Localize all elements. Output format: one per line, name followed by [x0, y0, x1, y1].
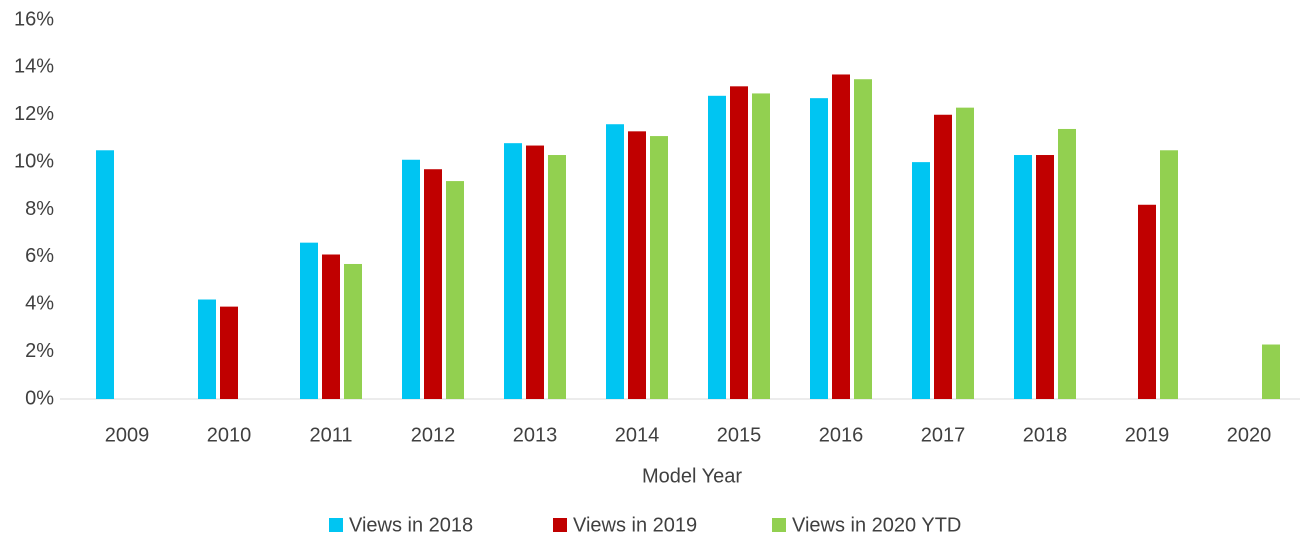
bar	[956, 107, 974, 400]
bar	[220, 306, 238, 399]
legend-swatch	[772, 518, 786, 532]
bar	[1160, 150, 1178, 399]
legend-swatch	[329, 518, 343, 532]
bar	[344, 263, 362, 399]
x-axis-title: Model Year	[642, 465, 742, 487]
x-tick-label: 2018	[1023, 424, 1068, 446]
x-tick-label: 2016	[819, 424, 864, 446]
bar	[1262, 344, 1280, 399]
y-tick-label: 16%	[14, 8, 54, 30]
bar	[708, 95, 726, 400]
x-tick-label: 2010	[207, 424, 252, 446]
legend-label: Views in 2020 YTD	[792, 514, 961, 536]
x-tick-label: 2019	[1125, 424, 1170, 446]
bar	[606, 124, 624, 399]
bar	[402, 159, 420, 399]
x-tick-label: 2017	[921, 424, 966, 446]
bar	[1014, 155, 1032, 399]
bar	[322, 254, 340, 399]
bar	[526, 145, 544, 399]
bar	[628, 131, 646, 400]
y-tick-label: 8%	[25, 198, 54, 220]
x-tick-label: 2013	[513, 424, 558, 446]
bar	[854, 79, 872, 399]
bar	[424, 169, 442, 399]
legend-label: Views in 2019	[573, 514, 697, 536]
bar	[730, 86, 748, 399]
bar	[446, 181, 464, 399]
x-tick-label: 2020	[1227, 424, 1272, 446]
x-tick-label: 2014	[615, 424, 660, 446]
bar	[1036, 155, 1054, 399]
legend-label: Views in 2018	[349, 514, 473, 536]
bar	[1138, 204, 1156, 399]
bar	[1058, 128, 1076, 399]
bar	[934, 114, 952, 399]
bar	[752, 93, 770, 400]
y-tick-label: 12%	[14, 103, 54, 125]
bar	[650, 136, 668, 399]
y-tick-label: 0%	[25, 387, 54, 409]
bar	[810, 98, 828, 399]
y-tick-label: 14%	[14, 56, 54, 78]
y-tick-label: 2%	[25, 340, 54, 362]
y-tick-label: 4%	[25, 293, 54, 315]
bar	[912, 162, 930, 399]
x-tick-label: 2012	[411, 424, 456, 446]
x-tick-label: 2015	[717, 424, 762, 446]
y-tick-label: 6%	[25, 245, 54, 267]
bar	[96, 150, 114, 399]
bar	[198, 299, 216, 399]
bar	[832, 74, 850, 399]
bar	[300, 242, 318, 399]
x-tick-label: 2011	[309, 424, 352, 446]
bar	[504, 143, 522, 399]
bar	[548, 155, 566, 399]
x-tick-label: 2009	[105, 424, 150, 446]
legend-swatch	[553, 518, 567, 532]
y-tick-label: 10%	[14, 150, 54, 172]
